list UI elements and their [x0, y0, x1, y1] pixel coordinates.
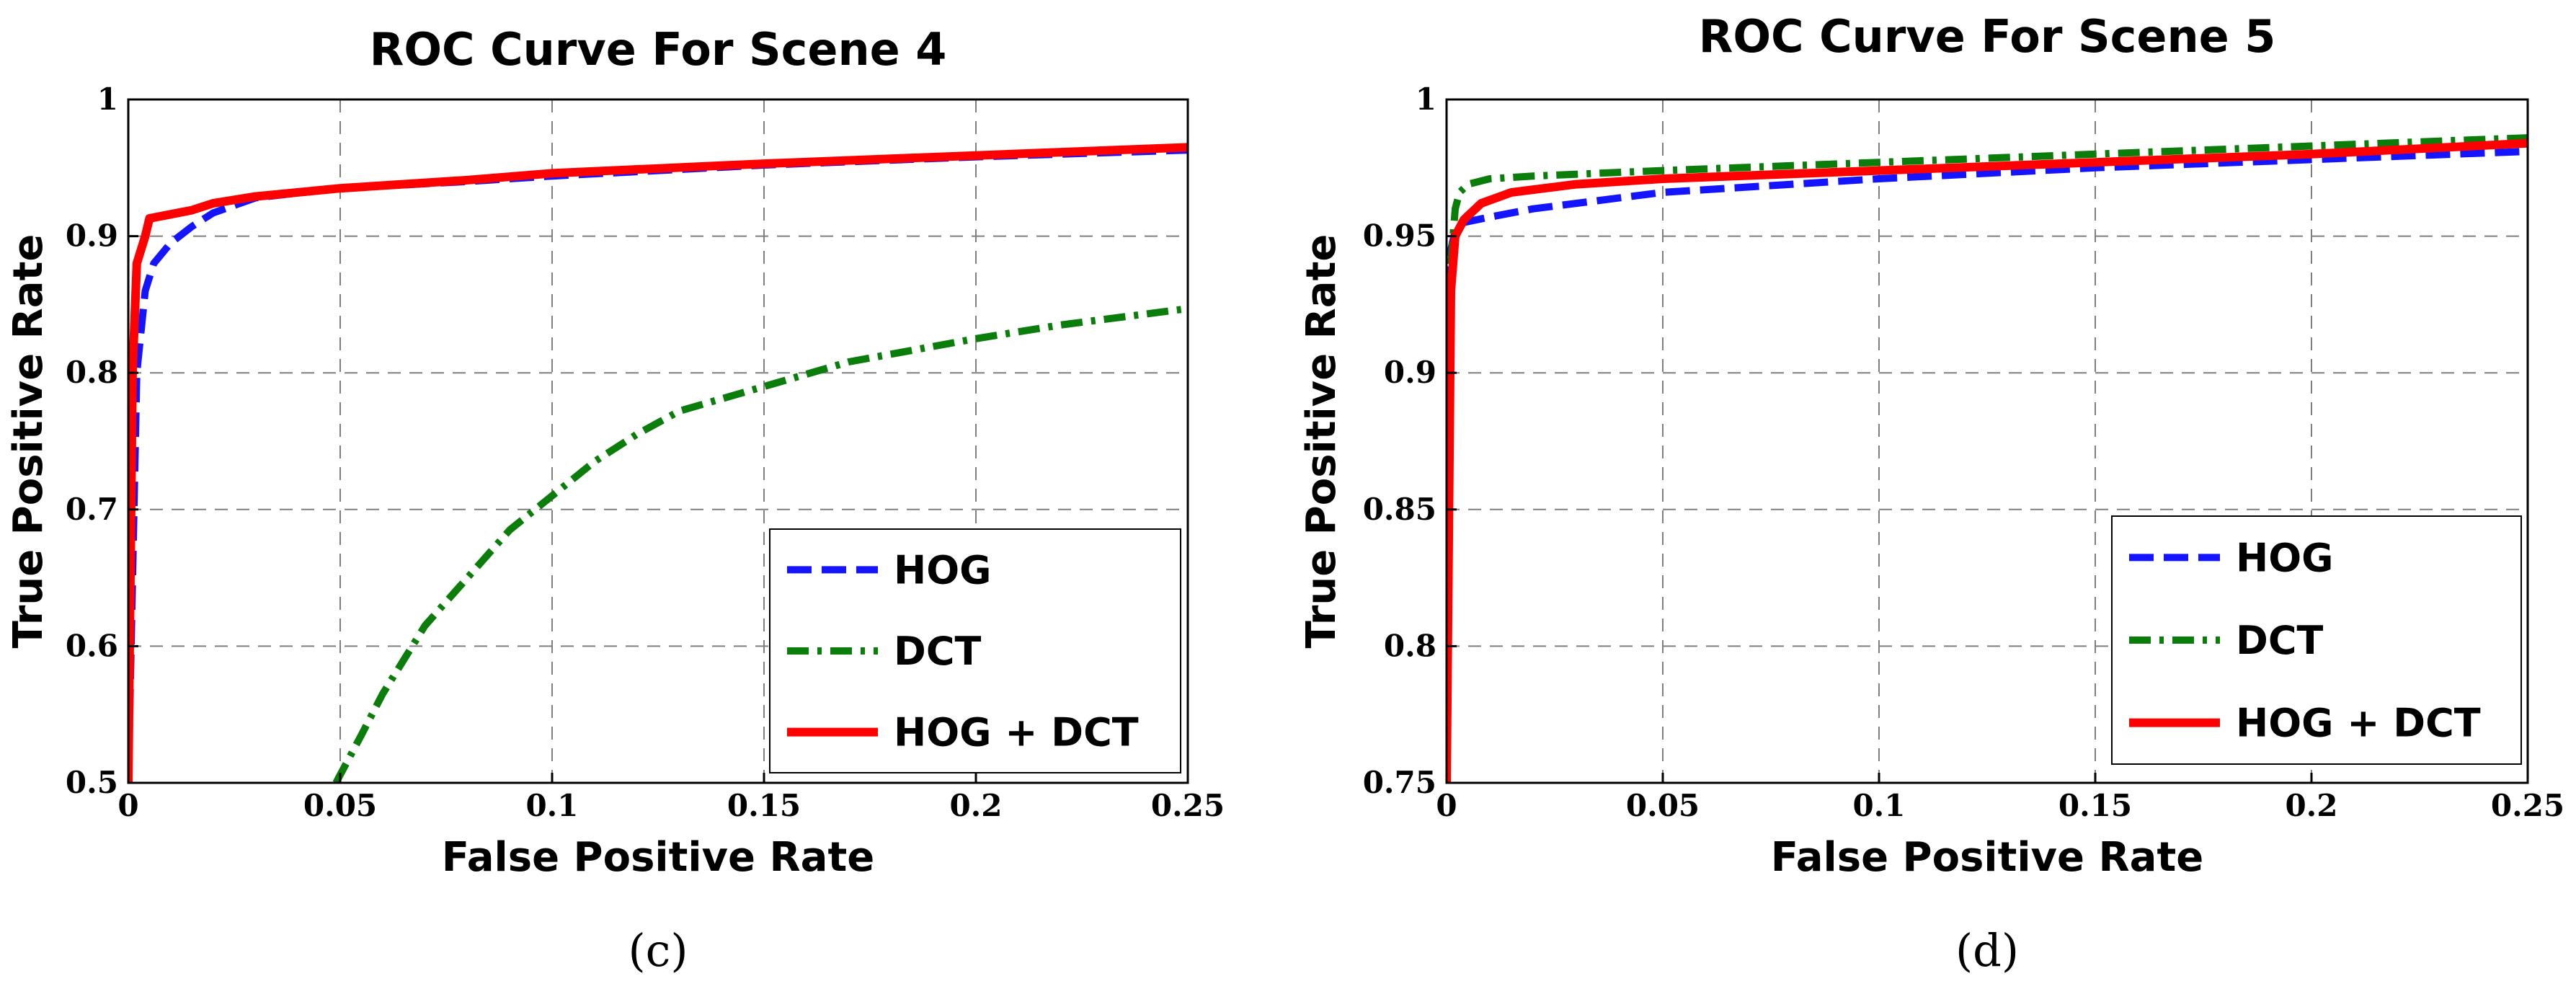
y-tick-label: 0.8 [1384, 628, 1436, 663]
y-tick-label: 0.8 [66, 355, 118, 390]
series-line-hog-dct [128, 143, 1188, 783]
figure-caption: (c) [628, 924, 688, 977]
legend-label-hog-dct: HOG + DCT [894, 710, 1139, 755]
y-tick-label: 0.6 [66, 628, 118, 663]
y-tick-label: 1 [1416, 81, 1436, 117]
plot-frame [127, 98, 1189, 784]
x-tick-label: 0.1 [525, 788, 578, 823]
y-tick-label: 0.75 [1363, 765, 1436, 800]
x-tick-label: 0.1 [1852, 788, 1905, 823]
y-tick-label: 1 [97, 81, 118, 117]
x-axis-label: False Positive Rate [1771, 834, 2203, 881]
plot-frame [1445, 98, 2529, 784]
x-tick-label: 0.05 [1626, 788, 1700, 823]
legend-label-hog: HOG [894, 547, 991, 593]
y-tick-label: 0.7 [66, 492, 118, 527]
x-tick-label: 0.15 [2058, 788, 2132, 823]
y-axis-label: True Positive Rate [5, 234, 52, 649]
legend-label-hog-dct: HOG + DCT [2236, 701, 2481, 746]
figure-caption: (d) [1955, 924, 2019, 977]
x-axis-label: False Positive Rate [442, 834, 874, 881]
y-tick-label: 0.9 [1384, 355, 1436, 390]
y-tick-label: 0.5 [66, 765, 118, 800]
series-line-dct [332, 305, 1188, 783]
y-tick-label: 0.9 [66, 218, 118, 254]
chart-panel-scene-5: 0 0.05 0.1 0.15 0.2 0.25 0.75 0.8 0.85 0.9 0.95 1 RO… [1298, 10, 2564, 977]
x-tick-label: 0.25 [2491, 788, 2564, 823]
legend-label-dct: DCT [894, 629, 981, 674]
y-tick-label: 0.95 [1363, 218, 1436, 254]
y-axis-label: True Positive Rate [1298, 234, 1345, 649]
x-tick-label: 0.2 [2285, 788, 2337, 823]
legend-label-hog: HOG [2236, 535, 2333, 580]
legend: HOG DCT HOG + DCT [2111, 515, 2522, 765]
x-tick-label: 0 [117, 788, 138, 823]
x-tick-label: 0.05 [303, 788, 377, 823]
series-line-dct [1447, 134, 2528, 783]
x-tick-label: 0 [1436, 788, 1457, 823]
x-tick-label: 0.15 [727, 788, 801, 823]
series-line-hog-dct [1447, 138, 2528, 783]
legend-label-dct: DCT [2236, 618, 2323, 663]
y-tick-label: 0.85 [1363, 492, 1436, 527]
legend: HOG DCT HOG + DCT [769, 528, 1181, 773]
x-tick-label: 0.25 [1151, 788, 1225, 823]
chart-title: ROC Curve For Scene 4 [370, 23, 947, 76]
chart-panel-scene-4: 0 0.05 0.1 0.15 0.2 0.25 0.5 0.6 0.7 0.8 0.9 1 ROC C… [5, 23, 1225, 977]
chart-title: ROC Curve For Scene 5 [1699, 10, 2276, 63]
x-tick-label: 0.2 [949, 788, 1002, 823]
